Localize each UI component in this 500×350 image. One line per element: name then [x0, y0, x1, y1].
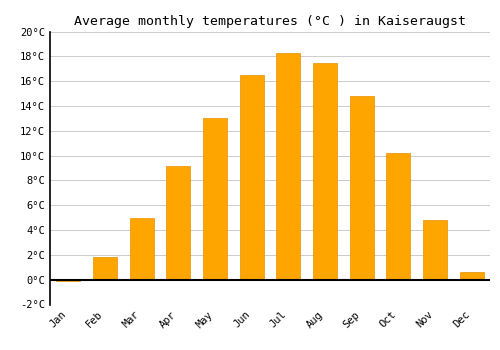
Bar — [460, 272, 483, 280]
Bar — [313, 63, 337, 280]
Bar — [423, 220, 447, 280]
Bar — [386, 153, 410, 280]
Bar — [276, 52, 300, 280]
Bar — [93, 257, 117, 280]
Bar — [240, 75, 264, 280]
Title: Average monthly temperatures (°C ) in Kaiseraugst: Average monthly temperatures (°C ) in Ka… — [74, 15, 466, 28]
Bar — [350, 96, 374, 280]
Bar — [203, 118, 227, 280]
Bar — [130, 218, 154, 280]
Bar — [56, 280, 80, 281]
Bar — [166, 166, 190, 280]
